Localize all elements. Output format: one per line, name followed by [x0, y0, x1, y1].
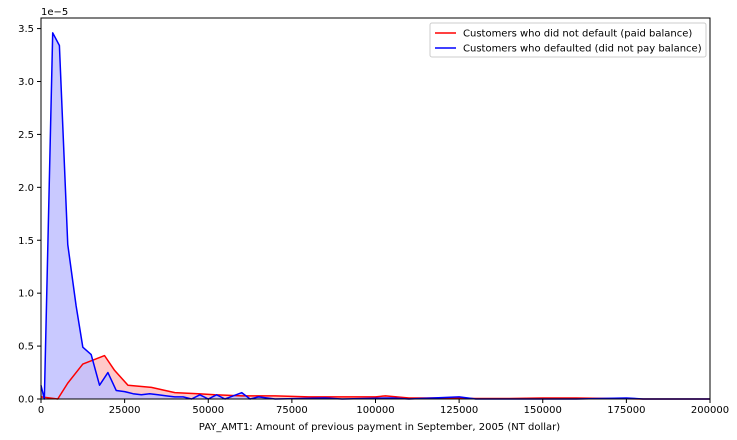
y-axis: 0.0 0.5 1.0 1.5 2.0 2.5 3.0 3.5 — [18, 24, 41, 406]
series-area-defaulted — [41, 32, 710, 399]
x-tick-label: 175000 — [607, 405, 645, 416]
y-tick-label: 0.0 — [18, 395, 34, 406]
y-tick-label: 2.0 — [18, 183, 34, 194]
y-tick-label: 1.5 — [18, 236, 34, 247]
legend-box — [429, 22, 707, 58]
series-area-paid — [41, 355, 710, 399]
y-tick-label: 3.5 — [18, 24, 34, 35]
series-line-paid — [40, 354, 710, 400]
x-tick-label: 100000 — [356, 405, 394, 416]
plot-frame — [40, 17, 711, 400]
x-axis-label: PAY_AMT1: Amount of previous payment in … — [199, 422, 560, 433]
legend-label-paid: Customers who did not default (paid bala… — [463, 29, 692, 40]
y-tick-label: 3.0 — [18, 77, 34, 88]
x-tick-label: 0 — [38, 405, 44, 416]
x-tick-label: 150000 — [524, 405, 562, 416]
x-tick-label: 75000 — [276, 405, 308, 416]
x-tick-label: 125000 — [440, 405, 478, 416]
x-tick-label: 50000 — [192, 405, 224, 416]
y-scale-label: 1e−5 — [41, 7, 68, 18]
y-tick-label: 2.5 — [18, 130, 34, 141]
x-axis: 0 25000 50000 75000 100000 125000 150000 175000… — [38, 399, 729, 416]
legend-label-defaulted: Customers who defaulted (did not pay bal… — [463, 44, 702, 55]
x-tick-label: 25000 — [109, 405, 141, 416]
series-layer — [40, 32, 710, 400]
x-tick-label: 200000 — [691, 405, 729, 416]
y-tick-label: 1.0 — [18, 289, 34, 300]
series-line-defaulted — [40, 32, 710, 400]
y-tick-label: 0.5 — [18, 342, 34, 353]
legend: Customers who did not default (paid bala… — [429, 22, 707, 58]
